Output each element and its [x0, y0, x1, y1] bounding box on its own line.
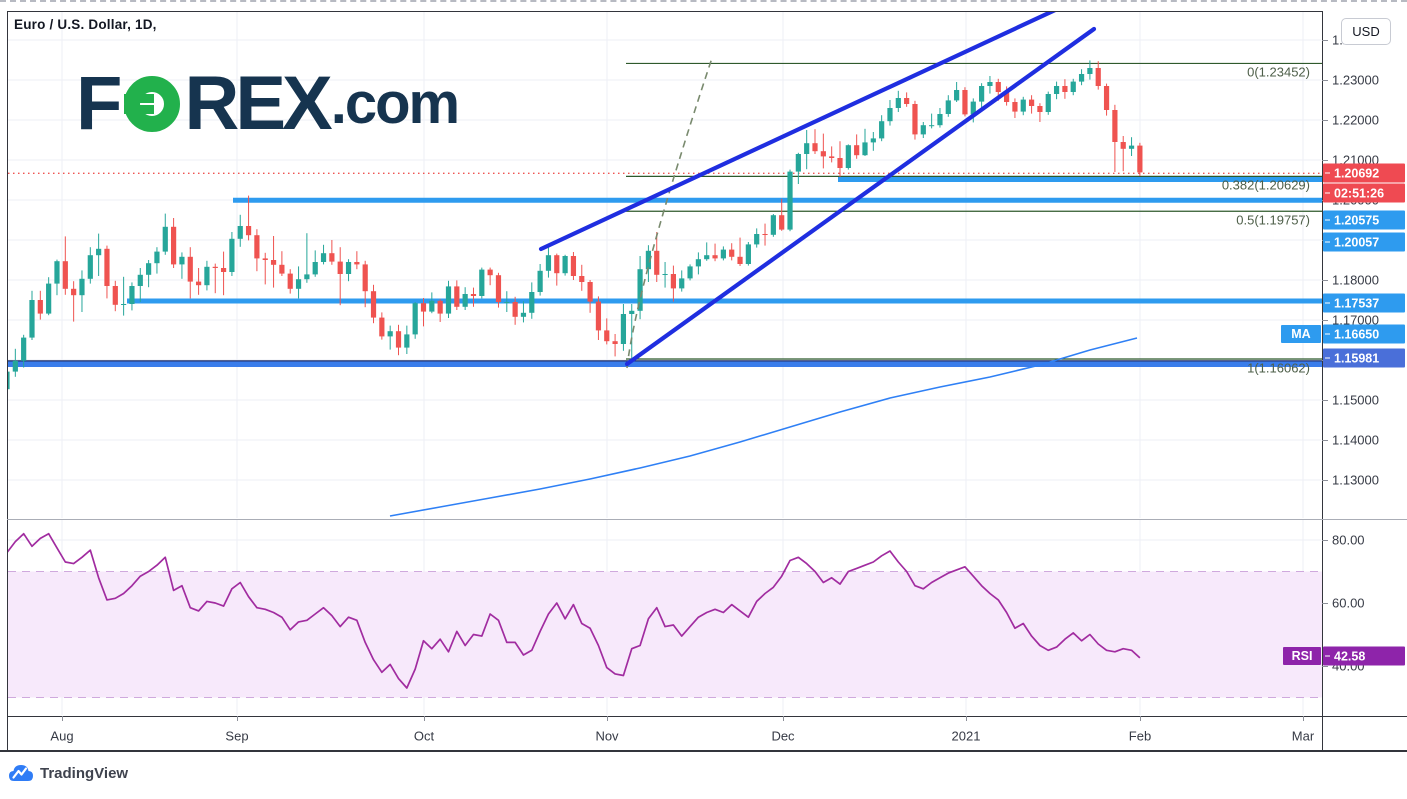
level-price-label: 1.15981 — [1323, 348, 1405, 368]
rsi-badge: RSI — [1283, 647, 1321, 665]
time-axis-tickmark — [62, 716, 63, 721]
chart-left-border — [7, 11, 8, 751]
tradingview-attribution[interactable]: TradingView — [8, 762, 128, 784]
price-axis-tickmark — [1322, 480, 1328, 481]
time-axis-bottom-border — [0, 750, 1407, 752]
time-axis-tickmark — [424, 716, 425, 721]
price-axis-tick-label: 1.13000 — [1332, 472, 1379, 488]
rsi-value-label: 42.58 — [1323, 646, 1405, 666]
time-axis-label: 2021 — [951, 728, 981, 744]
time-axis-label: Oct — [413, 728, 435, 744]
forex-logo-o-icon — [124, 76, 181, 132]
level-price-label: 1.20057 — [1323, 232, 1405, 252]
price-axis-tickmark — [1322, 40, 1328, 41]
rsi-axis-tickmark — [1322, 666, 1328, 667]
level-price-label: 1.17537 — [1323, 293, 1405, 313]
ma-value-label: 1.16650 — [1323, 324, 1405, 344]
fib-level-label: 0.5(1.19757) — [1236, 212, 1310, 228]
price-axis-tickmark — [1322, 440, 1328, 441]
time-axis-tickmark — [783, 716, 784, 721]
time-axis-label: Feb — [1128, 728, 1152, 744]
time-axis-label: Sep — [225, 728, 249, 744]
price-axis-tick-label: 1.14000 — [1332, 432, 1379, 448]
top-dashed-border — [0, 0, 1407, 2]
tradingview-brand-text: TradingView — [40, 764, 129, 782]
price-axis-tick-label: 1.22000 — [1332, 112, 1379, 128]
rsi-axis-tick-label: 80.00 — [1332, 532, 1365, 548]
ma-badge: MA — [1281, 325, 1321, 343]
currency-usd-button[interactable]: USD — [1341, 18, 1391, 45]
last-price-label: 1.20692 — [1323, 163, 1405, 183]
time-axis-tickmark — [237, 716, 238, 721]
time-axis-tickmark — [1140, 716, 1141, 721]
symbol-title: Euro / U.S. Dollar, 1D, — [14, 17, 157, 32]
price-axis-border[interactable] — [1322, 11, 1323, 751]
time-axis-tickmark — [1303, 716, 1304, 721]
countdown-label: 02:51:26 — [1323, 183, 1405, 203]
price-axis-tick-label: 1.18000 — [1332, 272, 1379, 288]
fib-level-label: 1(1.16062) — [1247, 360, 1310, 376]
time-axis-tickmark — [966, 716, 967, 721]
price-axis-tickmark — [1322, 120, 1328, 121]
fib-level-label: 0.382(1.20629) — [1221, 177, 1310, 193]
level-price-label: 1.20575 — [1323, 210, 1405, 230]
price-axis-tick-label: 1.15000 — [1332, 392, 1379, 408]
forex-logo-f: F — [76, 61, 122, 146]
price-axis-tickmark — [1322, 400, 1328, 401]
tradingview-logo-icon — [9, 765, 33, 781]
time-axis-label: Aug — [50, 728, 74, 744]
pane-separator[interactable] — [7, 519, 1407, 520]
forex-logo: F REX .com — [76, 61, 460, 146]
price-axis-tickmark — [1322, 280, 1328, 281]
time-axis-top-border — [7, 716, 1407, 717]
time-axis-label: Mar — [1291, 728, 1315, 744]
forex-logo-dotcom: .com — [330, 71, 460, 136]
chart-top-border — [7, 11, 1322, 12]
rsi-axis-tickmark — [1322, 540, 1328, 541]
price-axis-tickmark — [1322, 80, 1328, 81]
fib-level-label: 0(1.23452) — [1247, 64, 1310, 80]
time-axis-tickmark — [607, 716, 608, 721]
forex-logo-rex: REX — [184, 61, 332, 146]
time-axis-label: Dec — [771, 728, 795, 744]
time-axis-label: Nov — [595, 728, 619, 744]
price-axis-tickmark — [1322, 160, 1328, 161]
rsi-axis-tickmark — [1322, 603, 1328, 604]
price-axis-tickmark — [1322, 320, 1328, 321]
price-axis-tick-label: 1.23000 — [1332, 72, 1379, 88]
rsi-axis-tick-label: 60.00 — [1332, 595, 1365, 611]
